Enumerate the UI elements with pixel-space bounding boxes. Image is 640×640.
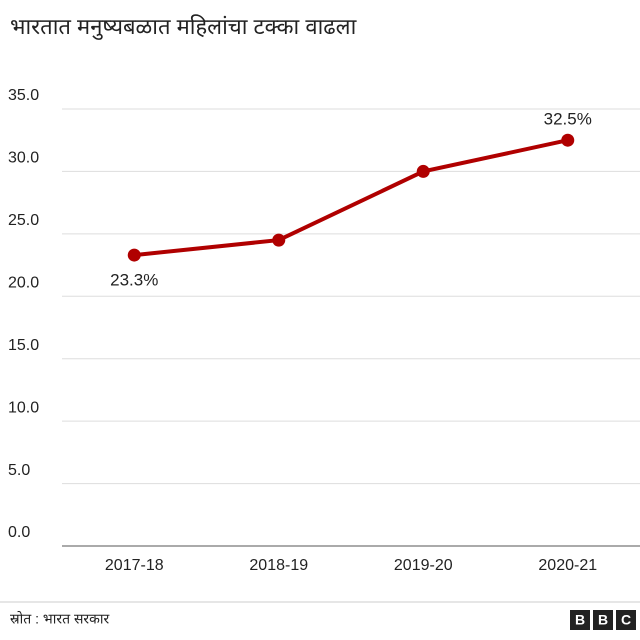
y-tick-label: 35.0 [8, 87, 39, 104]
data-label: 32.5% [544, 110, 592, 129]
point [561, 133, 575, 147]
logo-box [593, 610, 613, 630]
chart-title: भारतात मनुष्यबळात महिलांचा टक्का वाढला [10, 14, 357, 40]
y-tick-label: 25.0 [8, 212, 39, 229]
y-tick-label: 15.0 [8, 337, 39, 354]
logo-box [616, 610, 636, 630]
x-tick-label: 2020-21 [538, 557, 597, 574]
x-tick-label: 2019-20 [394, 557, 453, 574]
data-label: 23.3% [110, 271, 158, 290]
line [134, 138, 569, 258]
source: स्रोत : भारत सरकार [10, 611, 110, 627]
point [272, 233, 286, 247]
point [127, 248, 141, 262]
logo-letter: B [575, 612, 585, 628]
y-tick-label: 10.0 [8, 399, 39, 416]
y-tick-label: 30.0 [8, 150, 39, 167]
logo-letter: C [621, 612, 631, 628]
point [416, 164, 430, 178]
x-tick-label: 2017-18 [105, 557, 164, 574]
logo-letter: B [598, 612, 608, 628]
y-tick-label: 0.0 [8, 524, 30, 541]
x-tick-label: 2018-19 [249, 557, 308, 574]
y-tick-label: 5.0 [8, 462, 30, 479]
y-tick-label: 20.0 [8, 275, 39, 292]
logo-box [570, 610, 590, 630]
